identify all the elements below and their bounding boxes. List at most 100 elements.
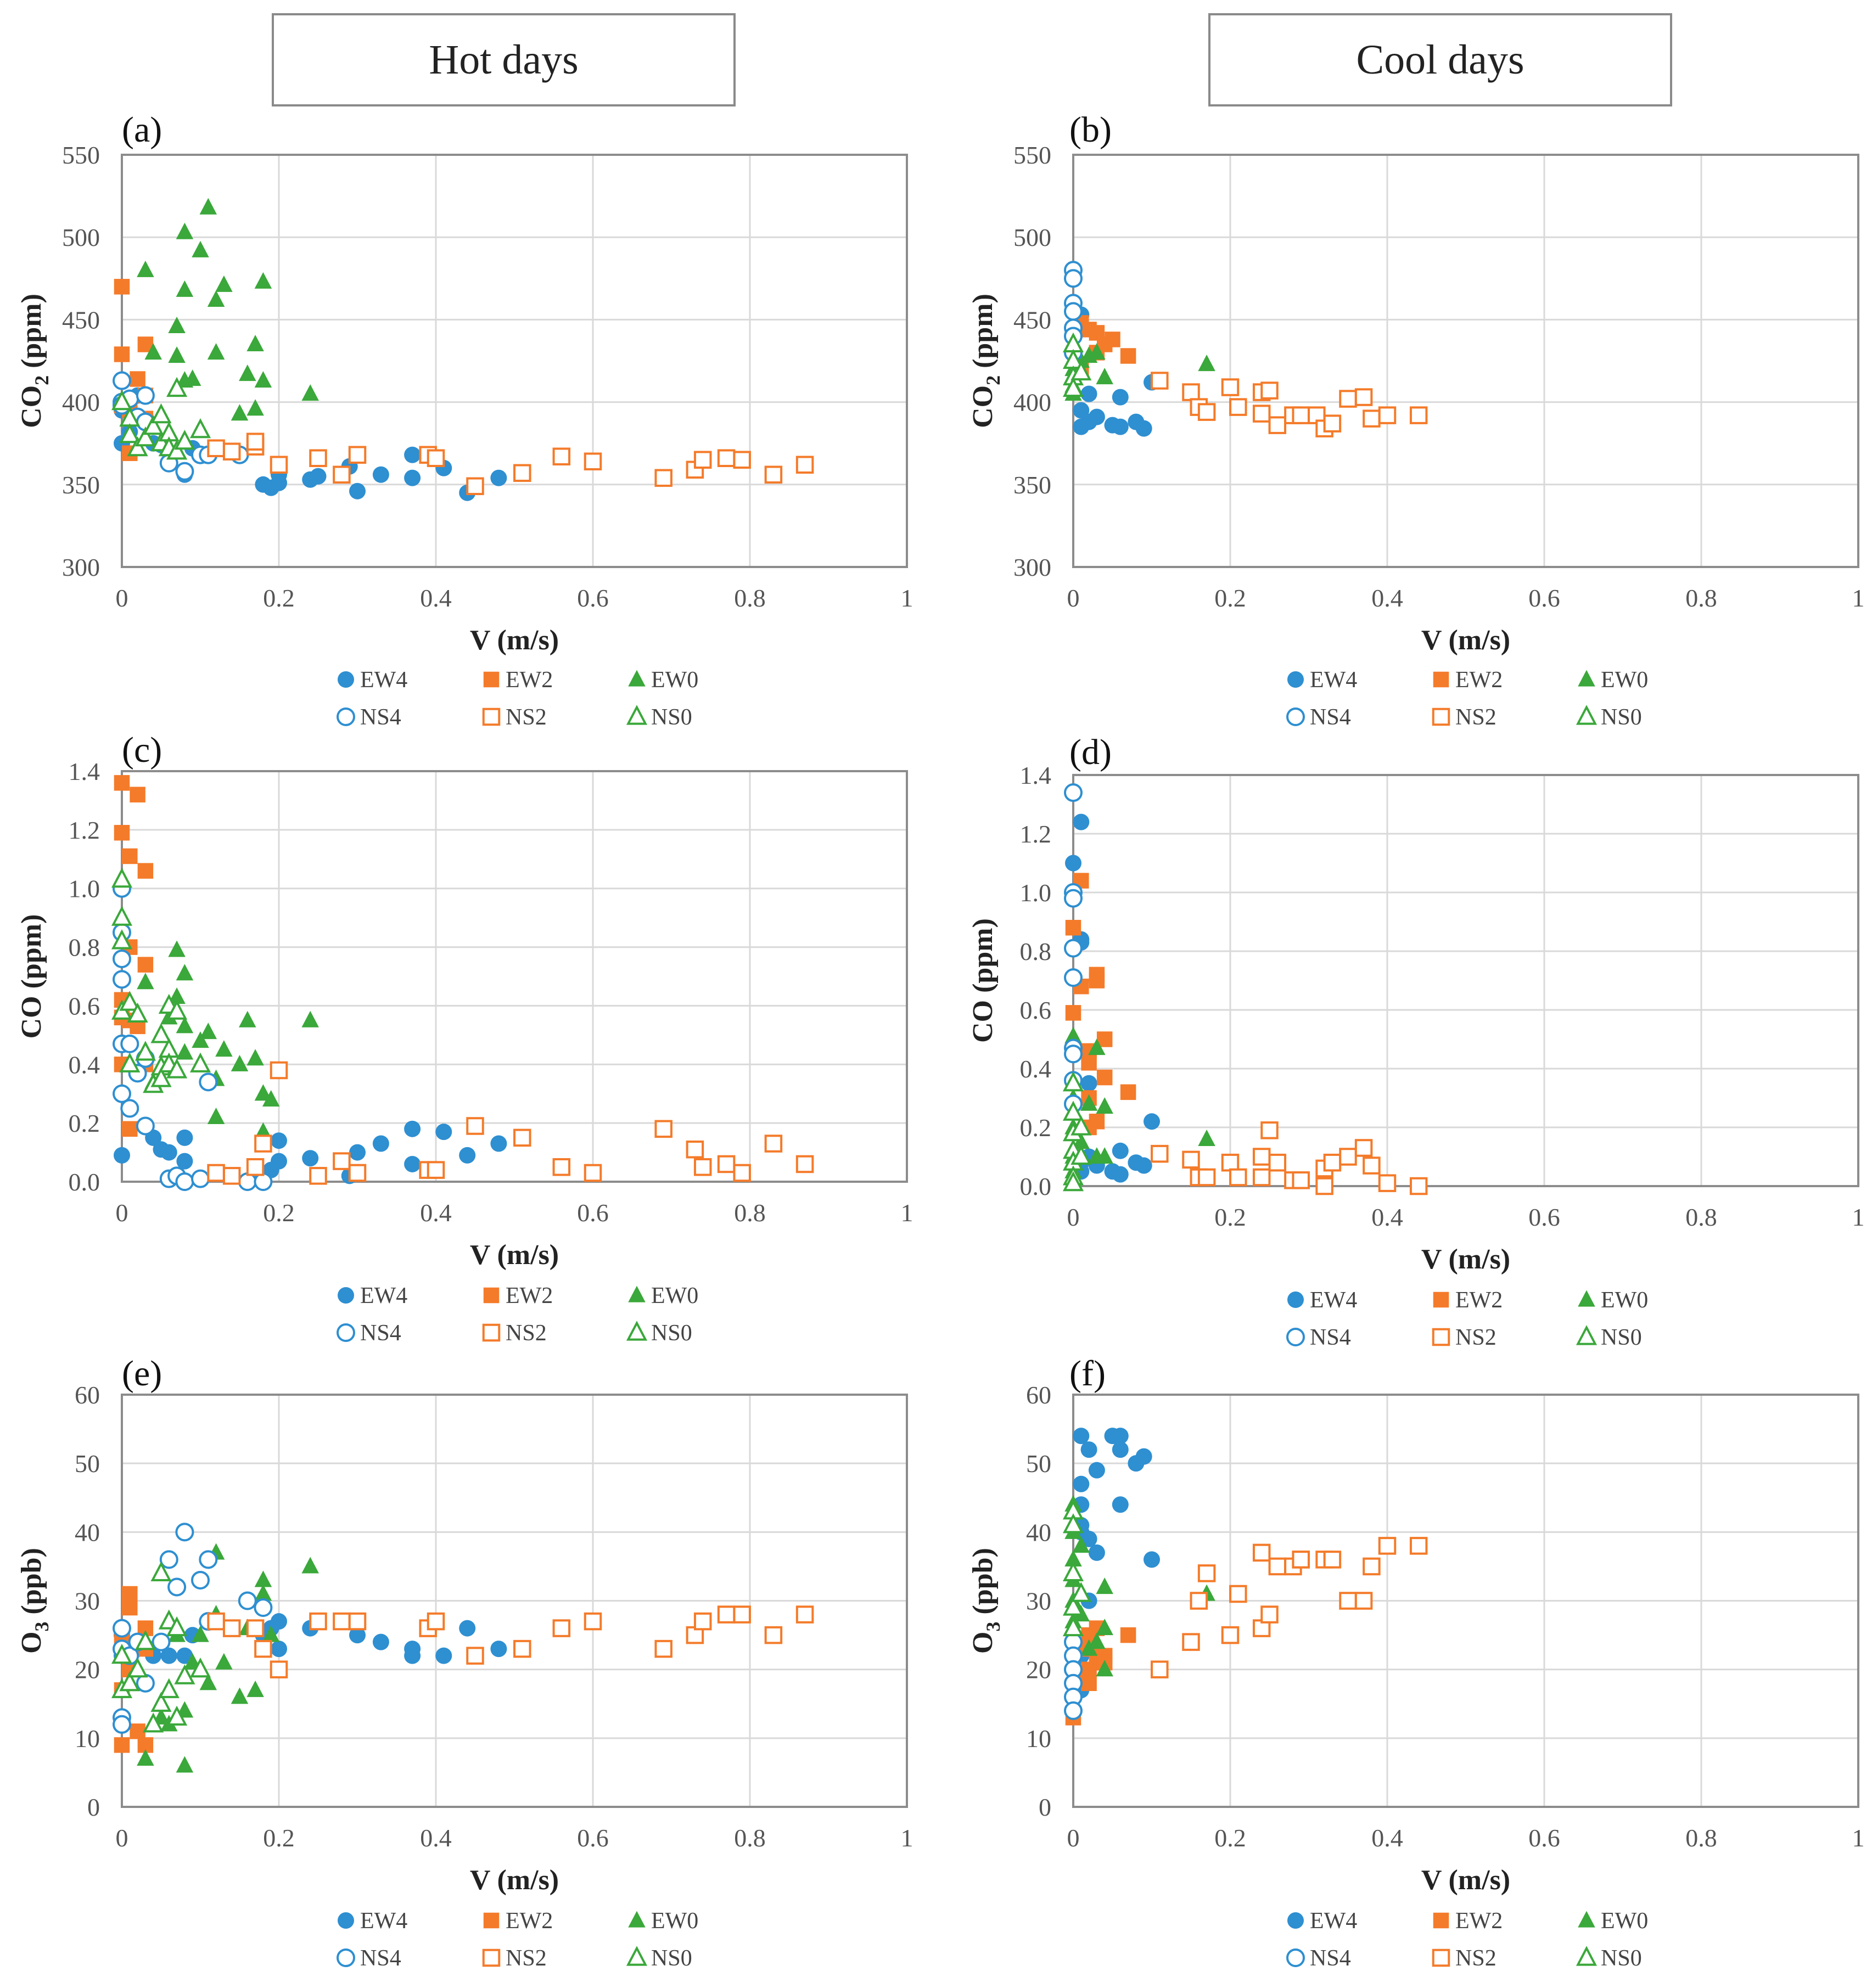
x-tick-label: 0.4 bbox=[420, 584, 452, 612]
x-tick-label: 0.2 bbox=[1214, 584, 1246, 612]
point-ns0 bbox=[166, 1058, 188, 1079]
point-ns4 bbox=[1064, 968, 1083, 987]
legend-label: NS4 bbox=[1310, 705, 1351, 730]
x-tick-label: 1 bbox=[1852, 1203, 1865, 1231]
point-ew0 bbox=[1096, 368, 1113, 385]
point-ew2 bbox=[1120, 1627, 1136, 1643]
y-tick-label: 0.6 bbox=[69, 992, 100, 1020]
y-tick-label: 0.4 bbox=[1020, 1055, 1052, 1083]
y-tick-label: 60 bbox=[1026, 1381, 1051, 1409]
y-tick-label: 0 bbox=[87, 1793, 100, 1821]
point-ns2 bbox=[1182, 383, 1200, 401]
point-ew2 bbox=[137, 957, 154, 973]
point-ns2 bbox=[1260, 1605, 1279, 1624]
point-ns0 bbox=[150, 1692, 172, 1712]
point-ew0 bbox=[168, 317, 186, 334]
point-ew0 bbox=[137, 260, 154, 277]
point-ns4 bbox=[152, 1632, 171, 1652]
point-ew0 bbox=[1096, 1619, 1113, 1636]
point-ew0 bbox=[1072, 1536, 1090, 1553]
point-ew4 bbox=[1073, 1428, 1090, 1445]
point-ew4 bbox=[271, 1132, 287, 1149]
x-tick-label: 0.6 bbox=[1528, 1203, 1560, 1231]
point-ew4 bbox=[404, 1647, 421, 1664]
point-ew0 bbox=[1096, 1577, 1113, 1594]
point-ns0 bbox=[166, 377, 188, 397]
legend-marker-ns4 bbox=[1286, 707, 1305, 726]
point-ns2 bbox=[1323, 1551, 1342, 1569]
point-ew2 bbox=[1065, 919, 1081, 936]
legend-marker-ns4 bbox=[337, 707, 355, 726]
legend-marker-ns0 bbox=[626, 1321, 648, 1341]
legend-marker-ew4 bbox=[338, 671, 354, 688]
point-ns2 bbox=[513, 464, 531, 482]
point-ns2 bbox=[1315, 1177, 1333, 1195]
point-ns2 bbox=[1229, 398, 1247, 416]
legend-label: NS0 bbox=[651, 1946, 692, 1971]
point-ns0 bbox=[111, 1643, 133, 1664]
point-ns2 bbox=[309, 1612, 327, 1631]
legend-marker-ew4 bbox=[338, 1287, 354, 1304]
point-ew0 bbox=[144, 343, 162, 360]
point-ns2 bbox=[1151, 1660, 1169, 1678]
point-ew4 bbox=[1080, 1075, 1097, 1092]
point-ew0 bbox=[246, 1049, 264, 1066]
point-ns2 bbox=[1252, 1543, 1271, 1562]
x-tick-label: 1 bbox=[901, 1199, 913, 1227]
y-tick-label: 400 bbox=[62, 389, 100, 417]
point-ew4 bbox=[302, 1150, 319, 1167]
point-ns0 bbox=[119, 1052, 141, 1072]
point-ns0 bbox=[1070, 1115, 1092, 1136]
legend-marker-ns2 bbox=[482, 707, 501, 726]
legend-label: NS0 bbox=[1601, 1946, 1642, 1971]
point-ew2 bbox=[114, 775, 130, 791]
x-tick-label: 0.6 bbox=[1528, 584, 1560, 612]
point-ns2 bbox=[1378, 1537, 1397, 1555]
point-ns2 bbox=[584, 1612, 602, 1631]
legend-label: NS2 bbox=[506, 1321, 547, 1346]
point-ew0 bbox=[1080, 1094, 1098, 1111]
x-tick-label: 0 bbox=[1067, 1824, 1080, 1852]
point-ns0 bbox=[150, 1561, 172, 1582]
y-tick-label: 0.8 bbox=[1020, 937, 1052, 965]
point-ew4 bbox=[459, 1147, 476, 1164]
point-ns2 bbox=[717, 1605, 736, 1624]
legend-label: EW0 bbox=[1601, 1908, 1648, 1934]
legend-label: EW2 bbox=[1455, 1288, 1503, 1313]
point-ew4 bbox=[160, 1144, 177, 1161]
legend-label: NS0 bbox=[651, 705, 692, 730]
point-ew4 bbox=[1088, 1462, 1105, 1479]
point-ew0 bbox=[239, 1010, 256, 1027]
point-ew0 bbox=[192, 1031, 209, 1048]
point-ew0 bbox=[176, 280, 194, 297]
x-tick-label: 0.4 bbox=[1371, 584, 1403, 612]
header-cool-days: Cool days bbox=[1208, 13, 1672, 106]
point-ns0 bbox=[174, 429, 195, 450]
point-ns0 bbox=[166, 999, 188, 1020]
y-tick-label: 30 bbox=[75, 1587, 100, 1615]
point-ns2 bbox=[1151, 1144, 1169, 1163]
point-ew2 bbox=[1105, 332, 1120, 347]
point-ns0 bbox=[158, 1678, 180, 1698]
point-ns2 bbox=[686, 1140, 704, 1159]
point-ns2 bbox=[466, 1647, 484, 1665]
point-ns0 bbox=[143, 1712, 164, 1733]
point-ew0 bbox=[1096, 1660, 1113, 1677]
y-tick-label: 20 bbox=[1026, 1656, 1051, 1684]
y-tick-label: 500 bbox=[62, 223, 100, 251]
point-ew0 bbox=[192, 1625, 209, 1642]
point-ew4 bbox=[490, 1135, 507, 1152]
y-axis-title: CO2 (ppm) bbox=[16, 294, 53, 428]
point-ns2 bbox=[1354, 388, 1373, 406]
point-ew4 bbox=[1088, 408, 1105, 425]
legend-marker-ew2 bbox=[483, 1912, 500, 1929]
point-ns2 bbox=[1252, 1168, 1271, 1187]
point-ns2 bbox=[466, 1117, 484, 1135]
point-ns2 bbox=[1182, 1150, 1200, 1169]
legend-label: NS0 bbox=[1601, 1325, 1642, 1350]
legend-label: EW2 bbox=[1455, 667, 1503, 693]
legend-label: EW0 bbox=[1601, 1288, 1648, 1313]
x-tick-label: 0.4 bbox=[420, 1199, 452, 1227]
panel-label: (f) bbox=[1069, 1354, 1106, 1394]
